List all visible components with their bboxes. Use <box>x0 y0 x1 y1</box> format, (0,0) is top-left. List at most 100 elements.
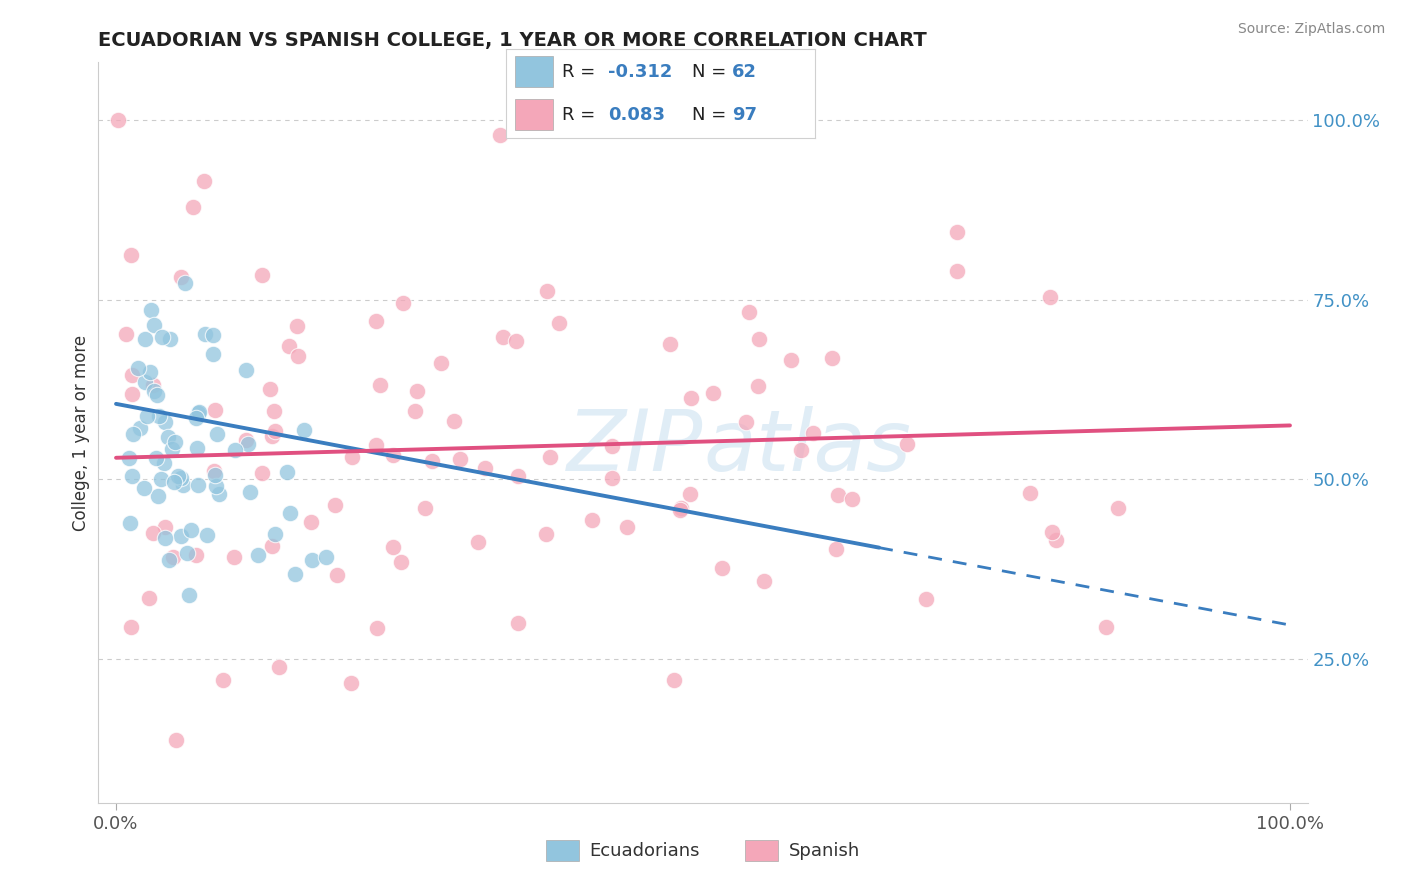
Point <box>134 375 156 389</box>
Point <box>382 540 405 554</box>
Point <box>149 472 172 486</box>
Point <box>299 516 322 530</box>
Point <box>139 303 162 318</box>
Point <box>180 524 202 538</box>
FancyBboxPatch shape <box>516 99 553 130</box>
Point <box>548 316 571 330</box>
Point <box>263 403 285 417</box>
Point <box>821 351 844 365</box>
Point <box>157 553 180 567</box>
Text: ECUADORIAN VS SPANISH COLLEGE, 1 YEAR OR MORE CORRELATION CHART: ECUADORIAN VS SPANISH COLLEGE, 1 YEAR OR… <box>98 30 927 50</box>
Point <box>413 500 436 515</box>
Point <box>737 305 759 319</box>
Point <box>381 448 404 462</box>
Point <box>204 467 226 482</box>
Point <box>156 430 179 444</box>
Point <box>159 332 181 346</box>
Text: R =: R = <box>562 62 600 81</box>
Point <box>118 516 141 530</box>
Point <box>534 527 557 541</box>
Point <box>662 673 685 688</box>
Point <box>368 377 391 392</box>
Point <box>186 442 208 456</box>
Point <box>474 460 496 475</box>
Point <box>538 450 561 464</box>
Point <box>747 379 769 393</box>
Point <box>173 276 195 290</box>
Legend: Ecuadorians, Spanish: Ecuadorians, Spanish <box>538 832 868 868</box>
Point <box>489 128 512 142</box>
Text: 97: 97 <box>733 105 756 124</box>
Y-axis label: College, 1 year or more: College, 1 year or more <box>72 334 90 531</box>
Point <box>107 112 129 127</box>
Point <box>162 549 184 564</box>
Point <box>184 411 207 425</box>
Point <box>153 531 176 545</box>
Point <box>135 409 157 424</box>
Point <box>825 542 848 557</box>
Point <box>449 452 471 467</box>
Point <box>1039 290 1062 304</box>
Point <box>945 226 967 240</box>
Point <box>340 676 363 690</box>
Point <box>160 442 183 457</box>
Point <box>366 314 388 328</box>
Point <box>269 660 291 674</box>
Point <box>284 566 307 581</box>
Point <box>301 553 323 567</box>
Point <box>681 391 703 405</box>
Point <box>392 296 415 310</box>
FancyBboxPatch shape <box>516 56 553 87</box>
Point <box>163 475 186 489</box>
Text: 0.083: 0.083 <box>609 105 665 124</box>
Text: 62: 62 <box>733 62 756 81</box>
Text: atlas: atlas <box>703 406 911 489</box>
Point <box>187 478 209 492</box>
Point <box>946 264 969 278</box>
Point <box>366 621 388 635</box>
Point <box>163 435 186 450</box>
Point <box>581 513 603 527</box>
Point <box>276 465 298 479</box>
Point <box>181 200 204 214</box>
Point <box>752 574 775 589</box>
Point <box>326 567 349 582</box>
Point <box>389 555 412 569</box>
Point <box>146 388 169 402</box>
Text: N =: N = <box>692 105 731 124</box>
Point <box>120 620 142 634</box>
Point <box>262 429 284 443</box>
Text: Source: ZipAtlas.com: Source: ZipAtlas.com <box>1237 22 1385 37</box>
Point <box>222 549 245 564</box>
Point <box>204 403 226 417</box>
Point <box>506 469 529 483</box>
Point <box>278 506 301 520</box>
Point <box>600 471 623 485</box>
Point <box>176 545 198 559</box>
Point <box>780 353 803 368</box>
Point <box>127 361 149 376</box>
Point <box>1040 524 1063 539</box>
Point <box>138 591 160 605</box>
Point <box>669 500 692 515</box>
Point <box>259 382 281 396</box>
Point <box>120 248 142 262</box>
Point <box>205 479 228 493</box>
Point <box>235 433 257 447</box>
Point <box>238 436 260 450</box>
Point <box>202 464 225 478</box>
Point <box>702 386 724 401</box>
Point <box>287 349 309 363</box>
Point <box>467 535 489 549</box>
Point <box>143 318 166 333</box>
Point <box>184 548 207 562</box>
Point <box>142 384 165 398</box>
Point <box>207 427 229 442</box>
Point <box>235 363 257 377</box>
Point <box>505 334 527 349</box>
Point <box>263 424 285 438</box>
Point <box>508 615 530 630</box>
Point <box>406 384 429 398</box>
Point <box>165 732 187 747</box>
Point <box>323 499 346 513</box>
